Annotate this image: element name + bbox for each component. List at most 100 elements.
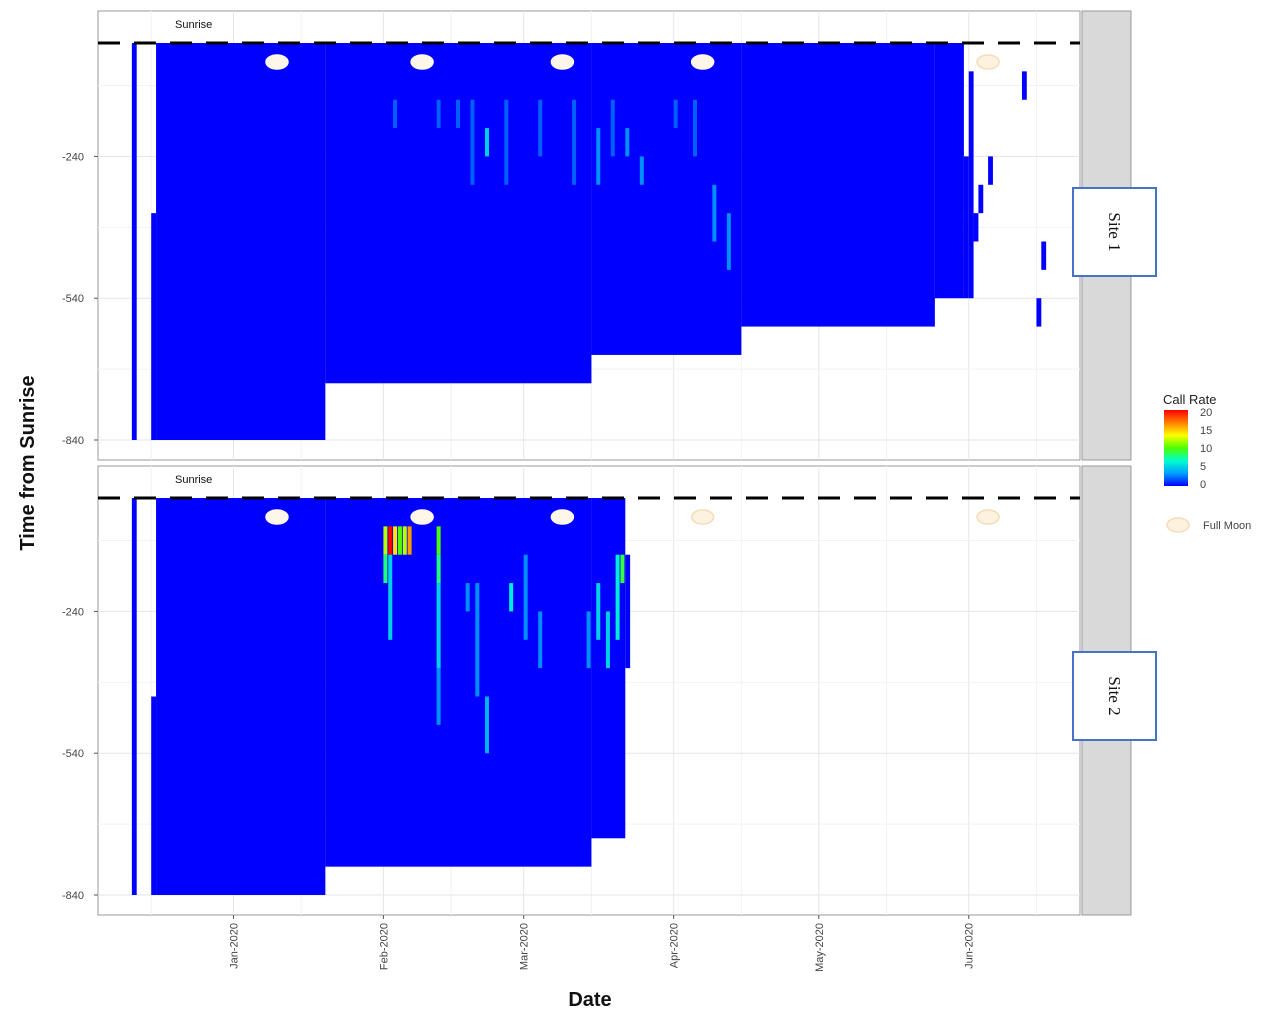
- panel-site-2: Sunrise -240 -540 -840 Site 2: [62, 465, 1157, 916]
- legend-title: Call Rate: [1163, 392, 1216, 407]
- full-moon-marker: [410, 54, 434, 70]
- full-moon-marker: [550, 509, 575, 525]
- x-axis: Jan-2020 Feb-2020 Mar-2020 Apr-2020 May-2020…: [228, 915, 976, 972]
- x-tick-label: May-2020: [814, 923, 826, 972]
- coverage-block: [741, 43, 935, 327]
- y-tick-label: -840: [62, 435, 84, 447]
- x-tick-label: Apr-2020: [669, 923, 681, 968]
- coverage-block: [1021, 71, 1027, 100]
- coverage-block: [156, 43, 326, 440]
- coverage-block: [151, 696, 157, 895]
- y-tick-label: -240: [62, 606, 84, 618]
- coverage-block: [973, 213, 979, 242]
- full-moon-marker: [550, 54, 575, 70]
- call-rate-cell: [465, 583, 470, 612]
- coverage-block: [131, 43, 137, 440]
- call-rate-cell: [538, 611, 543, 669]
- coverage-block: [1041, 241, 1047, 270]
- call-rate-cell: [639, 156, 644, 185]
- full-moon-legend-label: Full Moon: [1203, 520, 1251, 532]
- call-rate-cell: [605, 611, 610, 669]
- coverage-block: [988, 156, 993, 185]
- call-rate-cell: [475, 583, 480, 697]
- call-rate-cell: [470, 99, 475, 185]
- coverage-block: [151, 213, 157, 440]
- y-tick-label: -840: [62, 890, 84, 902]
- call-rate-cell: [538, 99, 543, 157]
- site-label-box: [1072, 651, 1157, 741]
- call-rate-cell: [455, 99, 460, 129]
- call-rate-cell: [436, 554, 441, 584]
- call-rate-cell: [388, 526, 393, 555]
- call-rate-cell: [388, 554, 393, 640]
- full-moon-marker: [976, 54, 1000, 70]
- colorbar-tick-label: 15: [1200, 425, 1212, 437]
- call-rate-cell: [393, 99, 398, 129]
- coverage-block: [156, 498, 326, 895]
- x-tick-label: Jun-2020: [964, 923, 976, 969]
- y-tick-label: -240: [62, 151, 84, 163]
- facet-panels: Sunrise -240 -540 -840 Site 1 Sunrise -240 -540…: [62, 10, 1157, 916]
- call-rate-cell: [572, 99, 577, 185]
- site-strip-label: Site 1: [1105, 212, 1124, 251]
- call-rate-cell: [436, 583, 441, 669]
- site-label-box: [1072, 187, 1157, 277]
- coverage-block: [968, 71, 974, 299]
- coverage-block: [591, 43, 742, 355]
- panel-site-1: Sunrise -240 -540 -840 Site 1: [62, 10, 1157, 461]
- x-tick-label: Jan-2020: [228, 923, 240, 969]
- call-rate-cell: [436, 99, 441, 129]
- x-tick-label: Feb-2020: [378, 923, 390, 970]
- call-rate-cell: [509, 583, 514, 612]
- coverage-block: [1036, 298, 1042, 327]
- call-rate-cell: [397, 526, 402, 555]
- call-rate-cell: [504, 99, 509, 185]
- coverage-block: [325, 498, 592, 867]
- call-rate-cell: [407, 526, 412, 555]
- sunrise-label: Sunrise: [175, 19, 212, 31]
- full-moon-marker: [265, 509, 289, 525]
- coverage-block: [963, 156, 969, 299]
- full-moon-marker: [410, 509, 434, 525]
- call-rate-cell: [620, 554, 625, 584]
- full-moon-marker: [690, 54, 715, 70]
- colorbar-tick-label: 10: [1200, 443, 1212, 455]
- full-moon-marker: [690, 509, 715, 525]
- colorbar: [1164, 410, 1188, 486]
- call-rate-cell: [402, 526, 407, 555]
- call-rate-cell: [484, 128, 489, 157]
- coverage-block: [131, 498, 137, 895]
- call-rate-cell: [693, 99, 698, 157]
- call-rate-cell: [383, 526, 388, 555]
- call-rate-cell: [383, 554, 388, 584]
- colorbar-tick-label: 0: [1200, 479, 1206, 491]
- site-strip-label: Site 2: [1105, 676, 1124, 715]
- call-rate-cell: [436, 526, 441, 555]
- x-axis-title: Date: [568, 989, 611, 1011]
- call-rate-cell: [615, 554, 620, 640]
- call-rate-cell: [596, 583, 601, 640]
- call-rate-cell: [673, 99, 678, 129]
- call-rate-cell: [625, 128, 630, 157]
- call-rate-cell: [393, 526, 398, 555]
- colorbar-tick-label: 20: [1200, 407, 1212, 419]
- full-moon-legend-icon: [1166, 517, 1190, 533]
- full-moon-marker: [976, 509, 1000, 525]
- x-tick-label: Mar-2020: [519, 923, 531, 970]
- call-rate-cell: [523, 554, 528, 640]
- coverage-block: [934, 43, 964, 299]
- y-tick-label: -540: [62, 748, 84, 760]
- sunrise-label: Sunrise: [175, 474, 212, 486]
- call-rate-cell: [712, 184, 717, 242]
- call-rate-cell: [610, 99, 615, 157]
- call-rate-cell: [436, 668, 441, 725]
- coverage-block: [978, 184, 984, 214]
- y-axis-title: Time from Sunrise: [17, 375, 39, 550]
- coverage-block: [625, 554, 631, 669]
- full-moon-marker: [265, 54, 289, 70]
- coverage-block: [325, 43, 592, 384]
- call-rate-cell: [586, 611, 591, 669]
- y-tick-label: -540: [62, 293, 84, 305]
